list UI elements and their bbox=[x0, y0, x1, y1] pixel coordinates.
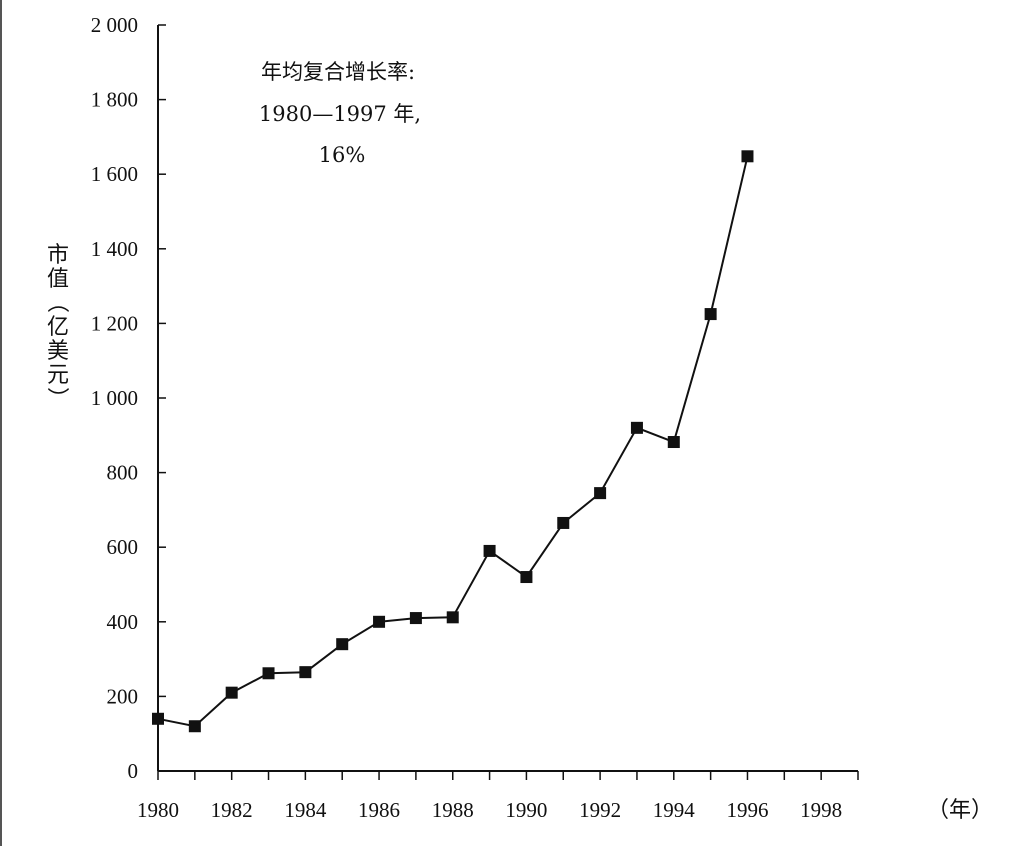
y-axis: 0 200 400 600 800 1 000 1 200 1 400 1 600 1 800 2 … bbox=[91, 13, 166, 783]
y-axis-title-char: 元 bbox=[47, 363, 69, 388]
data-point bbox=[373, 615, 386, 628]
series-line bbox=[157, 156, 749, 728]
data-point bbox=[152, 712, 164, 725]
y-axis-title-char: 值 bbox=[47, 267, 69, 292]
y-tick-label: 800 bbox=[107, 461, 139, 485]
y-axis-title-char: （ bbox=[44, 291, 69, 313]
data-point bbox=[520, 571, 533, 584]
data-point bbox=[594, 487, 607, 500]
x-tick-label: 1996 bbox=[726, 798, 768, 822]
data-point bbox=[667, 436, 680, 449]
x-tick-label: 1986 bbox=[358, 798, 400, 822]
x-tick-label: 1988 bbox=[432, 798, 474, 822]
y-axis-title: 市值（亿美元） bbox=[44, 243, 69, 409]
data-point bbox=[446, 611, 459, 624]
data-point bbox=[483, 544, 496, 557]
annotation-line-2: 1980—1997 年, bbox=[259, 102, 421, 126]
y-tick-label: 600 bbox=[107, 535, 139, 559]
y-tick-label: 1 600 bbox=[91, 162, 138, 186]
y-tick-label: 1 400 bbox=[91, 237, 138, 261]
x-tick-label: 1994 bbox=[653, 798, 696, 822]
y-axis-title-char: ） bbox=[44, 387, 69, 409]
data-point bbox=[188, 720, 201, 733]
x-tick-label: 1992 bbox=[579, 798, 621, 822]
y-axis-title-char: 亿 bbox=[47, 315, 69, 340]
y-tick-label: 1 200 bbox=[91, 311, 138, 335]
x-tick-label: 1998 bbox=[800, 798, 842, 822]
x-tick-label: 1990 bbox=[505, 798, 547, 822]
data-point bbox=[262, 667, 275, 680]
data-point bbox=[409, 612, 422, 625]
data-point bbox=[336, 638, 349, 651]
annotation-line-1: 年均复合增长率: bbox=[261, 60, 415, 84]
y-tick-label: 1 000 bbox=[91, 386, 138, 410]
y-axis-title-char: 美 bbox=[47, 339, 69, 364]
annotation-line-3: 16% bbox=[319, 143, 366, 167]
y-tick-label: 1 800 bbox=[91, 88, 138, 112]
data-point bbox=[299, 666, 312, 679]
x-tick-label: 1982 bbox=[211, 798, 253, 822]
data-point bbox=[704, 308, 717, 321]
y-tick-label: 2 000 bbox=[91, 13, 138, 37]
x-tick-label: 1980 bbox=[137, 798, 179, 822]
x-tick-label: 1984 bbox=[284, 798, 327, 822]
y-tick-label: 400 bbox=[107, 610, 139, 634]
y-axis-title-char: 市 bbox=[47, 243, 69, 268]
data-point bbox=[225, 686, 238, 699]
y-tick-label: 0 bbox=[128, 759, 139, 783]
x-axis: 1980 1982 1984 1986 1988 1990 1992 1994 1996 1998 bbox=[137, 770, 859, 822]
y-tick-label: 200 bbox=[107, 684, 139, 708]
data-point bbox=[741, 150, 754, 163]
data-point bbox=[630, 421, 643, 434]
x-axis-unit: （年） bbox=[927, 798, 993, 823]
series-layer bbox=[152, 150, 754, 733]
data-point bbox=[557, 516, 570, 529]
